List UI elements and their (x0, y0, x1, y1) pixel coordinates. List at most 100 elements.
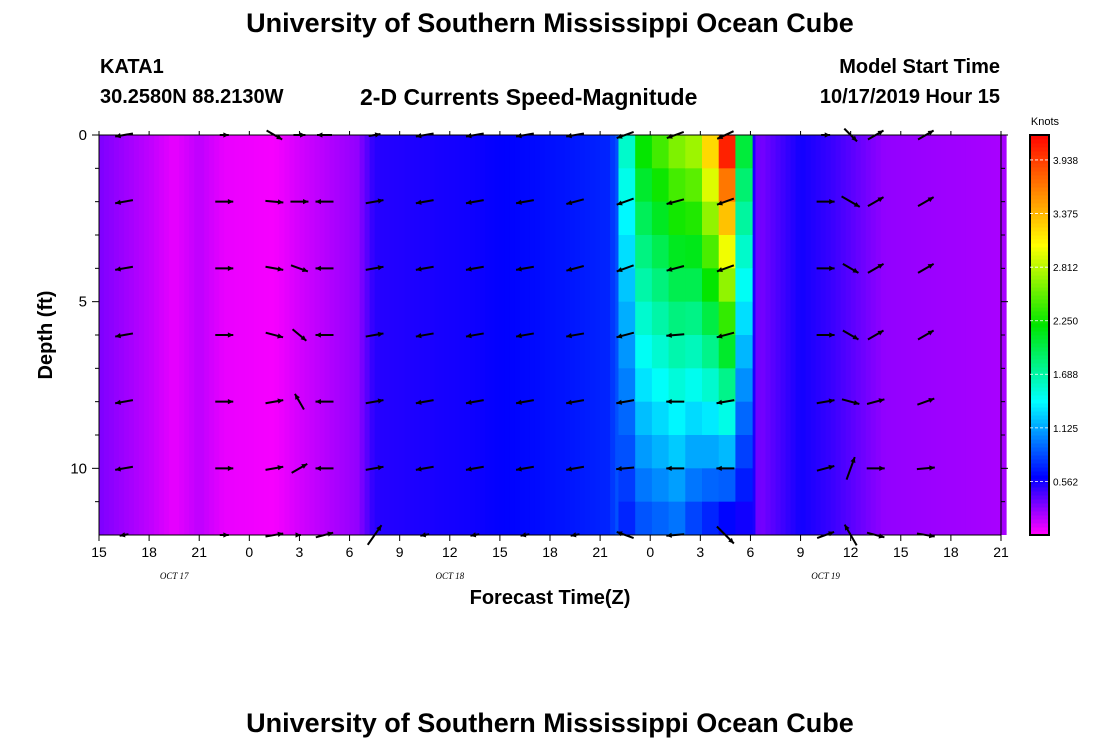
colorbar-swatch (1030, 319, 1049, 324)
colorbar-swatch (1030, 443, 1049, 448)
vector-arrowhead (377, 465, 384, 471)
vector-arrowhead (716, 267, 723, 273)
vector-arrowhead (877, 130, 884, 136)
heat-band (755, 135, 762, 535)
heat-band (970, 135, 977, 535)
heat-band (194, 135, 200, 535)
heat-cell (668, 468, 686, 503)
heat-band (189, 135, 195, 535)
x-tick-label: 6 (747, 544, 755, 560)
vector-arrowhead (415, 333, 422, 339)
vector-arrowhead (728, 537, 734, 544)
colorbar-swatch (1030, 307, 1049, 312)
colorbar-swatch (1030, 415, 1049, 420)
colorbar-swatch (1030, 207, 1049, 212)
heat-cell (735, 435, 753, 469)
heat-cell (618, 168, 636, 203)
vector-arrowhead (294, 393, 300, 400)
heat-band (144, 135, 150, 535)
heat-band (354, 135, 361, 535)
colorbar-swatch (1030, 359, 1049, 364)
heat-band (304, 135, 311, 535)
y-tick-label: 0 (79, 127, 87, 144)
colorbar-swatch (1030, 355, 1049, 360)
vector-arrowhead (852, 267, 859, 273)
heat-cell (668, 501, 686, 536)
heat-band (164, 135, 170, 535)
heat-band (990, 135, 997, 535)
heat-band (550, 135, 556, 535)
heat-cell (718, 501, 736, 536)
heat-band (905, 135, 912, 535)
colorbar-swatch (1030, 419, 1049, 424)
heat-cell (735, 168, 753, 203)
vector-arrowhead (377, 398, 384, 404)
colorbar-swatch (1030, 275, 1049, 280)
vector-arrowhead (516, 333, 522, 339)
vector-arrowhead (516, 199, 522, 205)
heat-cell (702, 168, 720, 203)
heat-band (865, 135, 872, 535)
vector-arrowhead (115, 266, 121, 272)
heat-cell (718, 168, 736, 203)
heat-band (995, 135, 1002, 535)
heat-band (845, 135, 852, 535)
vector-arrowhead (465, 266, 472, 272)
heat-band (429, 135, 436, 535)
heat-band (309, 135, 316, 535)
heat-band (464, 135, 471, 535)
vector-arrowhead (844, 524, 850, 531)
model-start-value: 10/17/2019 Hour 15 (819, 86, 1000, 108)
page-title: University of Southern Mississippi Ocean… (246, 8, 854, 38)
vector-arrowhead (616, 267, 623, 273)
vector-arrowhead (465, 466, 472, 472)
heat-band (765, 135, 772, 535)
heat-cell (735, 501, 753, 536)
heat-cell (635, 468, 653, 503)
vector-arrowhead (115, 466, 121, 472)
x-tick-label: 9 (396, 544, 404, 560)
vector-arrowhead (415, 199, 422, 205)
vector-arrowhead (566, 266, 573, 272)
colorbar-swatch (1030, 287, 1049, 292)
heat-cell (718, 301, 736, 336)
heat-band (585, 135, 591, 535)
heat-cell (735, 335, 753, 369)
colorbar-swatch (1030, 403, 1049, 408)
heat-cell (685, 335, 703, 369)
vector-arrowhead (516, 133, 522, 139)
heat-band (234, 135, 240, 535)
vector-arrowhead (850, 457, 856, 464)
heat-cell (618, 335, 636, 369)
colorbar-swatch (1030, 323, 1049, 328)
vector-arrowhead (879, 465, 885, 471)
heat-cell (618, 135, 636, 169)
heat-band (454, 135, 461, 535)
colorbar-swatch (1030, 155, 1049, 160)
heat-band (534, 135, 541, 535)
heat-band (279, 135, 286, 535)
heat-band (900, 135, 907, 535)
colorbar-swatch (1030, 367, 1049, 372)
vector-arrowhead (227, 265, 234, 271)
heat-band (249, 135, 255, 535)
vector-arrowhead (301, 267, 308, 273)
heat-band (349, 135, 356, 535)
vector-arrowhead (465, 333, 472, 339)
vector-arrowhead (277, 199, 284, 205)
vector-arrowhead (277, 531, 284, 537)
colorbar-swatch (1030, 271, 1049, 276)
vector-arrowhead (928, 397, 935, 403)
heat-cell (685, 168, 703, 203)
vector-arrowhead (516, 466, 522, 472)
y-tick-label: 5 (79, 294, 87, 311)
vector-arrowhead (465, 133, 472, 139)
heat-cell (618, 468, 636, 503)
heat-cell (635, 235, 653, 269)
colorbar-swatch (1030, 195, 1049, 200)
colorbar-swatch (1030, 475, 1049, 480)
heat-band (555, 135, 561, 535)
colorbar-swatch (1030, 343, 1049, 348)
vector-arrowhead (415, 399, 422, 405)
